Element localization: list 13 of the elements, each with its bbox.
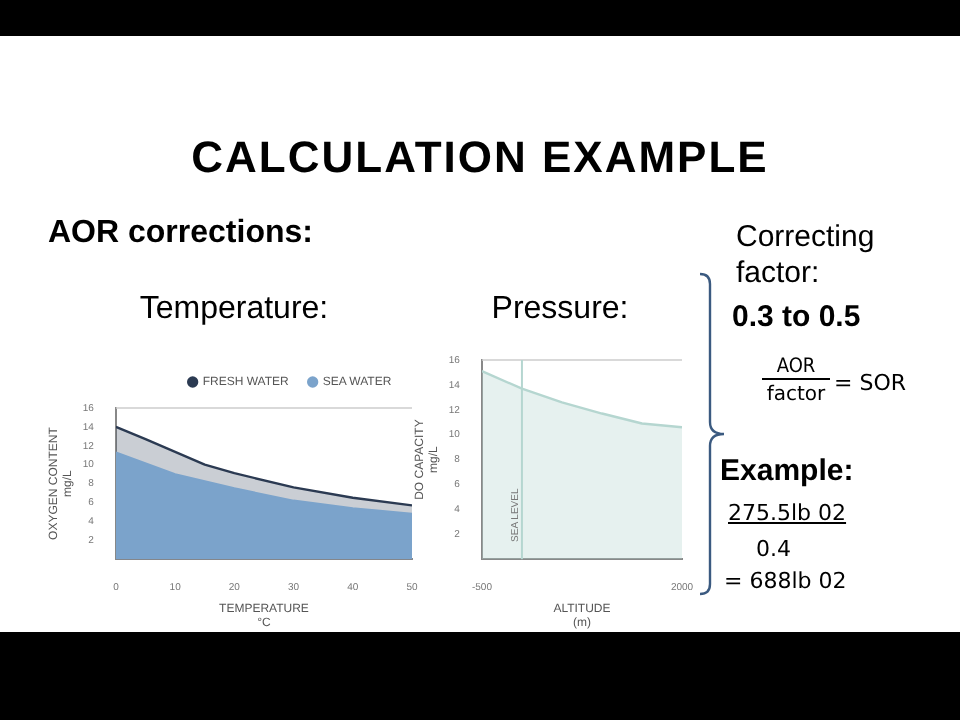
chart-title: Pressure:	[489, 292, 631, 328]
text: AOR	[762, 356, 830, 380]
text: Example:	[720, 454, 854, 488]
text: 275.5lb 02	[728, 500, 847, 526]
text: = SOR	[834, 370, 906, 396]
text: 0.4	[756, 536, 791, 562]
text: CALCULATION EXAMPLE	[189, 132, 771, 184]
text: = 688lb 02	[724, 568, 847, 594]
text: Correcting factor:	[736, 220, 877, 292]
text: AOR corrections:	[48, 216, 313, 252]
text: factor	[764, 384, 828, 406]
text: 0.3 to 0.5	[732, 300, 861, 334]
chart-title: Temperature:	[137, 292, 331, 328]
